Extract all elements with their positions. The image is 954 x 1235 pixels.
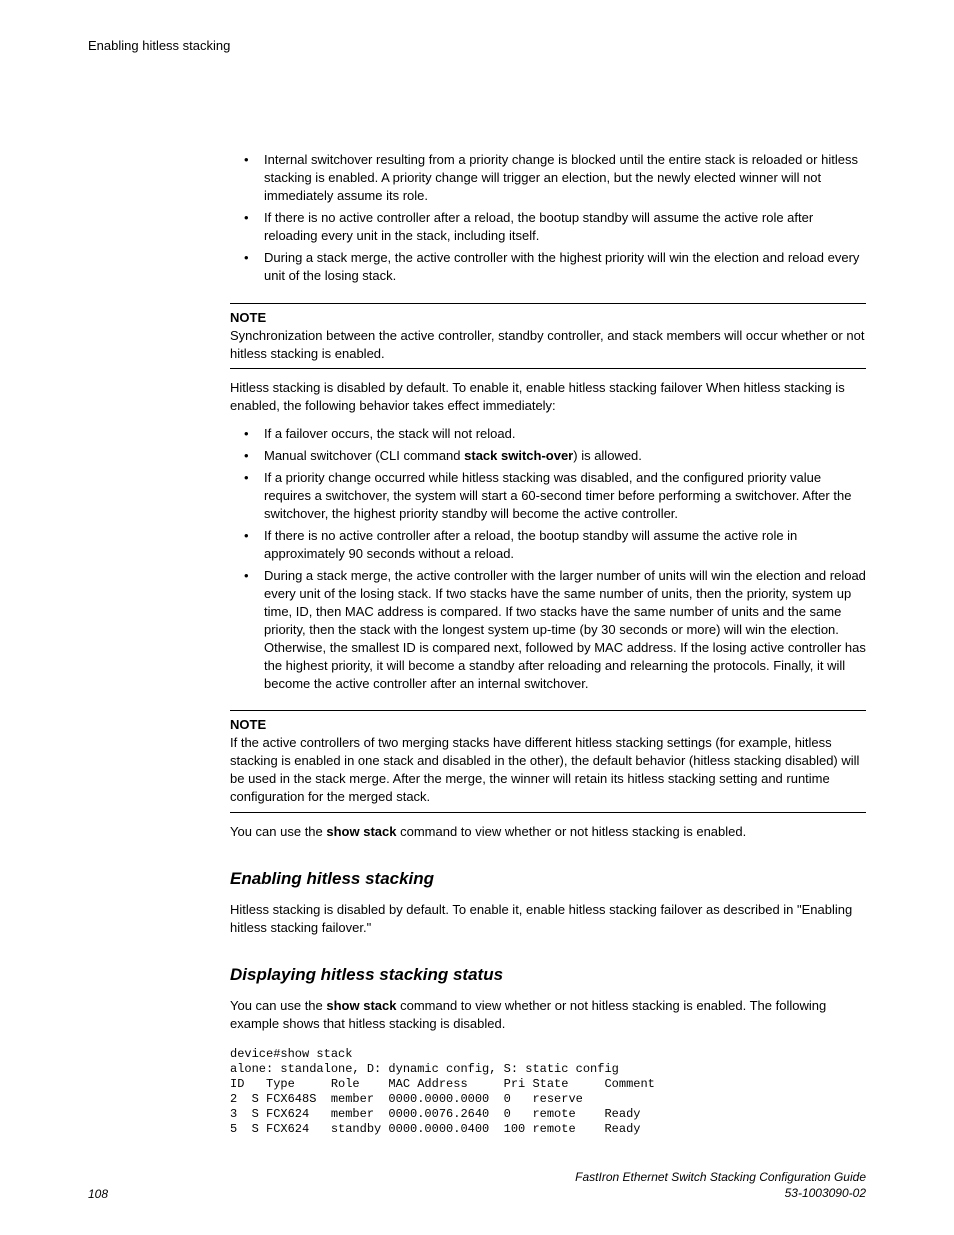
note-label: NOTE <box>230 717 866 732</box>
list-item: Internal switchover resulting from a pri… <box>230 151 866 205</box>
running-header: Enabling hitless stacking <box>88 38 866 53</box>
list-item: If there is no active controller after a… <box>230 209 866 245</box>
section-heading-enabling: Enabling hitless stacking <box>230 869 866 889</box>
bold-text: stack switch-over <box>464 448 573 463</box>
text: You can use the <box>230 824 326 839</box>
list-item: During a stack merge, the active control… <box>230 249 866 285</box>
cli-output: device#show stack alone: standalone, D: … <box>230 1047 866 1137</box>
list-item: If a failover occurs, the stack will not… <box>230 425 866 443</box>
list-item: If there is no active controller after a… <box>230 527 866 563</box>
text: Manual switchover (CLI command <box>264 448 464 463</box>
bullet-list-1: Internal switchover resulting from a pri… <box>230 151 866 285</box>
text: ) is allowed. <box>573 448 642 463</box>
note-body: If the active controllers of two merging… <box>230 734 866 806</box>
bold-text: show stack <box>326 824 396 839</box>
page-content: Internal switchover resulting from a pri… <box>230 151 866 1137</box>
list-item: Manual switchover (CLI command stack swi… <box>230 447 866 465</box>
paragraph: You can use the show stack command to vi… <box>230 997 866 1033</box>
list-item: If a priority change occurred while hitl… <box>230 469 866 523</box>
footer-right: FastIron Ethernet Switch Stacking Config… <box>575 1169 866 1201</box>
footer-title: FastIron Ethernet Switch Stacking Config… <box>575 1169 866 1185</box>
paragraph: Hitless stacking is disabled by default.… <box>230 379 866 415</box>
note-body: Synchronization between the active contr… <box>230 327 866 363</box>
section-heading-displaying: Displaying hitless stacking status <box>230 965 866 985</box>
list-item: During a stack merge, the active control… <box>230 567 866 693</box>
page-footer: 108 FastIron Ethernet Switch Stacking Co… <box>88 1169 866 1201</box>
paragraph: You can use the show stack command to vi… <box>230 823 866 841</box>
bold-text: show stack <box>326 998 396 1013</box>
bullet-list-2: If a failover occurs, the stack will not… <box>230 425 866 692</box>
note-block-2: NOTE If the active controllers of two me… <box>230 710 866 813</box>
text: command to view whether or not hitless s… <box>396 824 746 839</box>
page-number: 108 <box>88 1187 108 1201</box>
paragraph: Hitless stacking is disabled by default.… <box>230 901 866 937</box>
text: You can use the <box>230 998 326 1013</box>
note-block-1: NOTE Synchronization between the active … <box>230 303 866 370</box>
note-label: NOTE <box>230 310 866 325</box>
footer-docnum: 53-1003090-02 <box>575 1185 866 1201</box>
